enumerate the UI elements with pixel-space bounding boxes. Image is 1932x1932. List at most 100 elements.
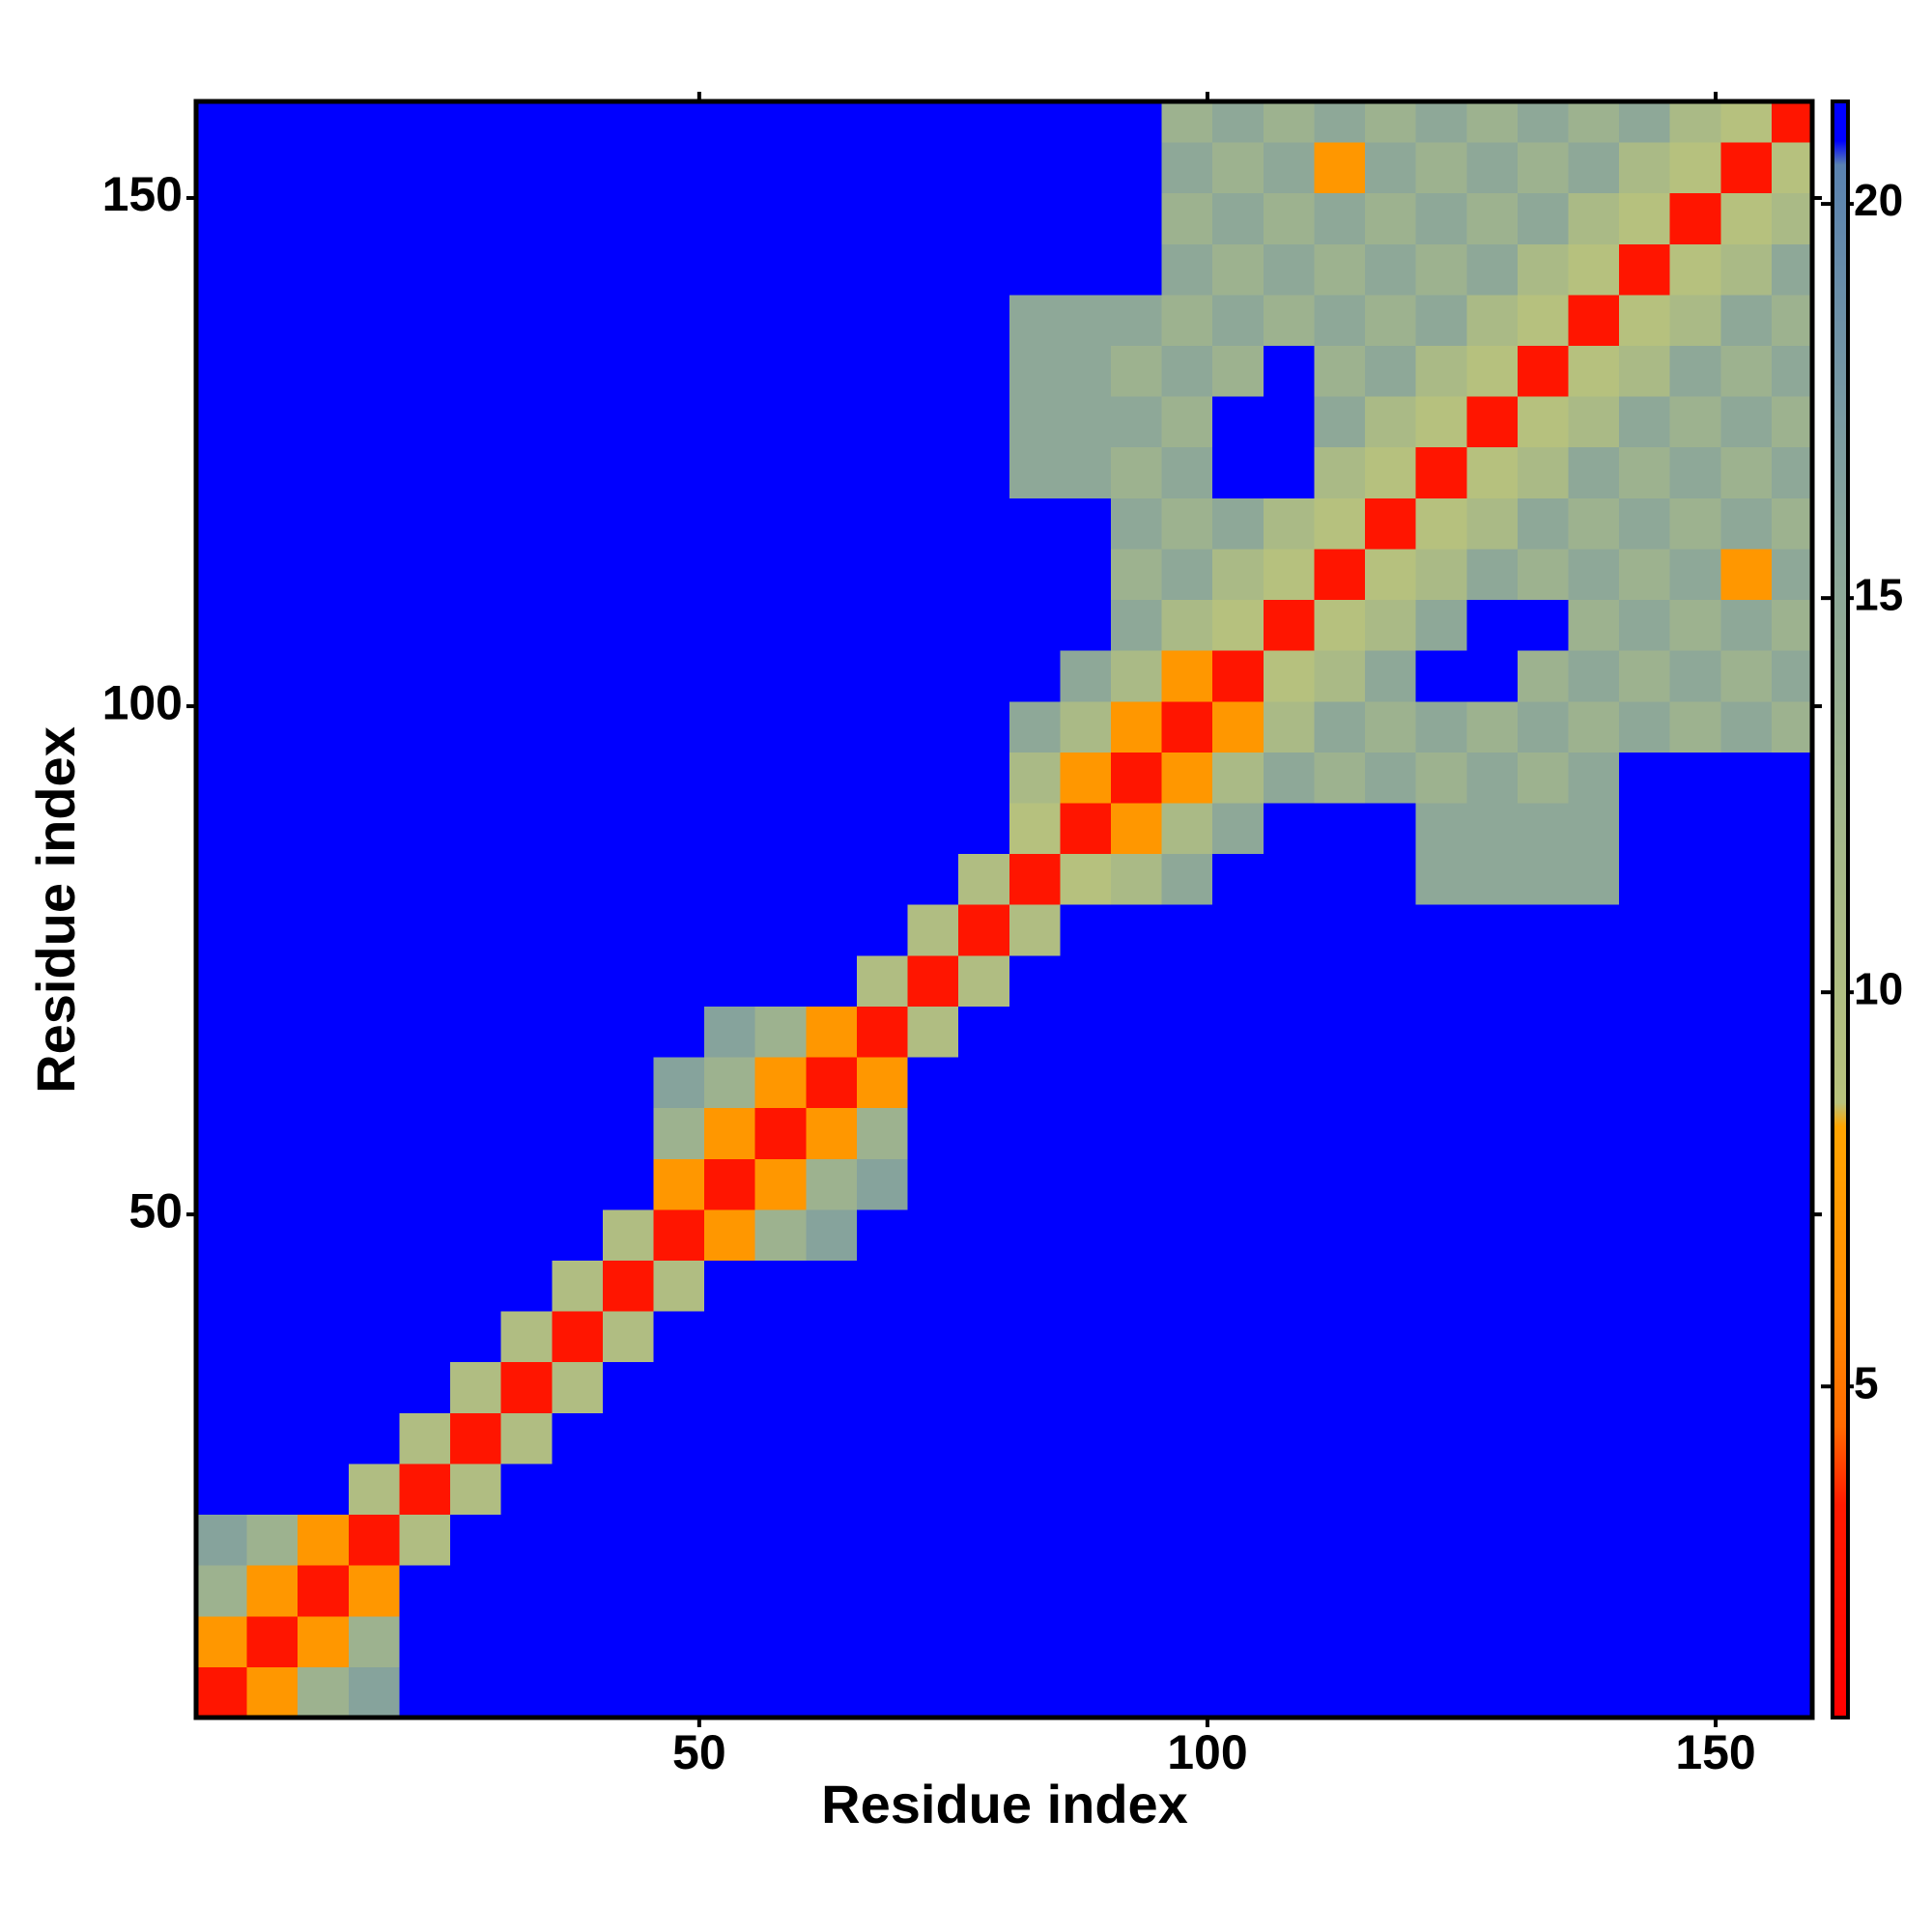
heatmap-cell xyxy=(1415,1006,1467,1058)
heatmap-cell xyxy=(754,101,807,143)
heatmap-cell xyxy=(450,142,502,194)
heatmap-cell xyxy=(1720,700,1773,753)
heatmap-cell xyxy=(856,853,909,905)
heatmap-cell xyxy=(1517,1311,1569,1363)
heatmap-cell xyxy=(246,1107,298,1159)
heatmap-cell xyxy=(1466,1311,1519,1363)
heatmap-cell xyxy=(1466,396,1519,448)
heatmap-cell xyxy=(500,853,553,905)
heatmap-cell xyxy=(1263,1311,1315,1363)
heatmap-cell xyxy=(1161,446,1213,498)
heatmap-cell xyxy=(348,853,400,905)
heatmap-cell xyxy=(1161,1311,1213,1363)
heatmap-cell xyxy=(1568,1311,1620,1363)
heatmap-cell xyxy=(958,954,1010,1007)
heatmap-cell xyxy=(1720,1057,1773,1109)
heatmap-cell xyxy=(246,752,298,804)
heatmap-cell xyxy=(298,904,350,956)
heatmap-cell xyxy=(1263,1615,1315,1667)
heatmap-cell xyxy=(1619,853,1671,905)
heatmap-cell xyxy=(1365,446,1417,498)
heatmap-cell xyxy=(450,904,502,956)
heatmap-cell xyxy=(1110,1158,1163,1210)
heatmap-cell xyxy=(196,1361,248,1413)
heatmap-cell xyxy=(907,1463,959,1516)
heatmap-cell xyxy=(1720,904,1773,956)
heatmap-cell xyxy=(856,294,909,347)
heatmap-cell xyxy=(704,954,756,1007)
heatmap-cell xyxy=(704,548,756,601)
heatmap-cell xyxy=(246,548,298,601)
heatmap-cell xyxy=(958,1208,1010,1262)
heatmap-cell xyxy=(1720,1615,1773,1667)
heatmap-cell xyxy=(1517,1208,1569,1262)
heatmap-cell xyxy=(552,853,604,905)
heatmap-cell xyxy=(653,192,705,244)
heatmap-cell xyxy=(1619,1615,1671,1667)
heatmap-cell xyxy=(958,1615,1010,1667)
heatmap-cell xyxy=(907,345,959,397)
heatmap-cell xyxy=(1110,1361,1163,1413)
heatmap-cell xyxy=(196,548,248,601)
heatmap-cell xyxy=(907,396,959,448)
heatmap-cell xyxy=(1771,599,1813,651)
heatmap-cell xyxy=(1669,954,1721,1007)
heatmap-cell xyxy=(1161,1006,1213,1058)
heatmap-cell xyxy=(653,1006,705,1058)
heatmap-cell xyxy=(1161,803,1213,855)
heatmap-cell xyxy=(1263,1514,1315,1566)
heatmap-cell xyxy=(856,752,909,804)
heatmap-cell xyxy=(1771,396,1813,448)
heatmap-cell xyxy=(348,1565,400,1617)
heatmap-cell xyxy=(1669,192,1721,244)
heatmap-cell xyxy=(754,1514,807,1566)
heatmap-cell xyxy=(1009,599,1061,651)
heatmap-cell xyxy=(246,599,298,651)
heatmap-cell xyxy=(856,192,909,244)
heatmap-cell xyxy=(754,1463,807,1516)
heatmap-cell xyxy=(1314,101,1366,143)
heatmap-cell xyxy=(806,1615,858,1667)
heatmap-cell xyxy=(196,1260,248,1312)
heatmap-cell xyxy=(1619,1158,1671,1210)
heatmap-cell xyxy=(1720,1412,1773,1464)
heatmap-cell xyxy=(1060,101,1112,143)
heatmap-cell xyxy=(348,1463,400,1516)
heatmap-cell xyxy=(907,1514,959,1566)
heatmap-cell xyxy=(500,101,553,143)
heatmap-cell xyxy=(298,1208,350,1262)
heatmap-cell xyxy=(602,294,654,347)
heatmap-cell xyxy=(1314,192,1366,244)
heatmap-cell xyxy=(704,192,756,244)
heatmap-cell xyxy=(1720,1565,1773,1617)
heatmap-cell xyxy=(1517,548,1569,601)
heatmap-cells xyxy=(196,101,1813,1719)
heatmap-cell xyxy=(500,243,553,296)
heatmap-cell xyxy=(958,650,1010,702)
heatmap-cell xyxy=(246,1565,298,1617)
heatmap-cell xyxy=(856,803,909,855)
heatmap-cell xyxy=(1060,650,1112,702)
heatmap-cell xyxy=(1212,1311,1264,1363)
heatmap-cell xyxy=(1771,1412,1813,1464)
heatmap-cell xyxy=(246,1463,298,1516)
heatmap-cell xyxy=(1568,853,1620,905)
heatmap-cell xyxy=(1161,1615,1213,1667)
heatmap-cell xyxy=(1060,243,1112,296)
heatmap-cell xyxy=(754,548,807,601)
heatmap-cell xyxy=(399,1412,451,1464)
heatmap-cell xyxy=(653,803,705,855)
heatmap-cell xyxy=(704,1565,756,1617)
x-tick-label: 100 xyxy=(1167,1725,1247,1779)
heatmap-cell xyxy=(298,599,350,651)
heatmap-cell xyxy=(1365,1208,1417,1262)
heatmap-cell xyxy=(399,1615,451,1667)
heatmap-cell xyxy=(1060,548,1112,601)
heatmap-cell xyxy=(653,1666,705,1719)
heatmap-cell xyxy=(298,1107,350,1159)
heatmap-cell xyxy=(1517,446,1569,498)
heatmap-cell xyxy=(653,599,705,651)
heatmap-cell xyxy=(653,1615,705,1667)
heatmap-cell xyxy=(1263,243,1315,296)
